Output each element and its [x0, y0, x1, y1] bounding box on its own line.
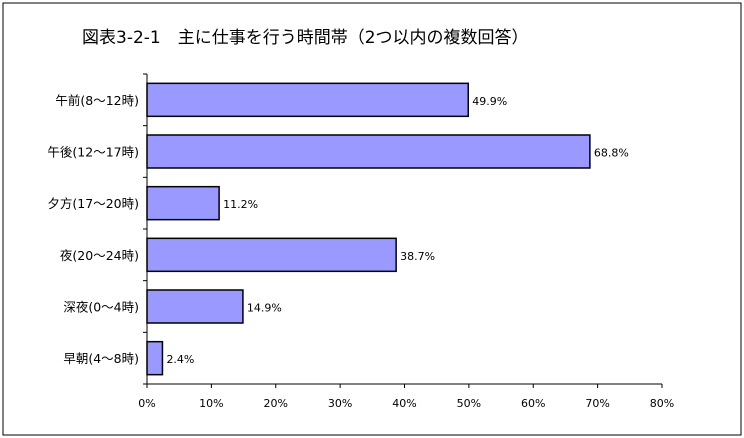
bar: [146, 289, 244, 324]
category-label: 夜(20～24時): [60, 248, 139, 263]
x-tick-label: 60%: [521, 397, 545, 410]
x-tick-label: 10%: [199, 397, 223, 410]
bar: [146, 185, 220, 221]
bar: [146, 134, 591, 169]
bar: [146, 340, 164, 376]
bar: [146, 82, 469, 118]
value-label: 38.7%: [400, 250, 435, 263]
category-label: 午前(8～12時): [55, 93, 139, 108]
value-label: 14.9%: [247, 302, 282, 315]
x-tick-label: 40%: [392, 397, 416, 410]
x-tick-label: 30%: [328, 397, 352, 410]
value-label: 49.9%: [472, 95, 507, 108]
x-tick-label: 20%: [264, 397, 288, 410]
value-label: 11.2%: [223, 198, 258, 211]
x-tick-label: 80%: [650, 397, 674, 410]
category-label: 夕方(17～20時): [47, 196, 139, 211]
bars: 午前(8～12時) 49.9% 午後(12～17時) 68.8% 夕方(17～20時) 1…: [47, 82, 629, 376]
category-label: 早朝(4～8時): [63, 351, 139, 366]
x-tick-label: 0%: [138, 397, 155, 410]
value-label: 68.8%: [594, 147, 629, 160]
category-label: 深夜(0～4時): [63, 300, 139, 315]
x-tick-label: 70%: [585, 397, 609, 410]
value-label: 2.4%: [166, 353, 194, 366]
bar: [146, 237, 397, 273]
chart-title: 図表3-2-1 主に仕事を行う時間帯（2つ以内の複数回答）: [82, 28, 529, 48]
axes: 0% 10% 20% 30% 40% 50% 60% 70% 80%: [138, 73, 674, 410]
x-tick-label: 50%: [457, 397, 481, 410]
category-label: 午後(12～17時): [47, 145, 139, 160]
